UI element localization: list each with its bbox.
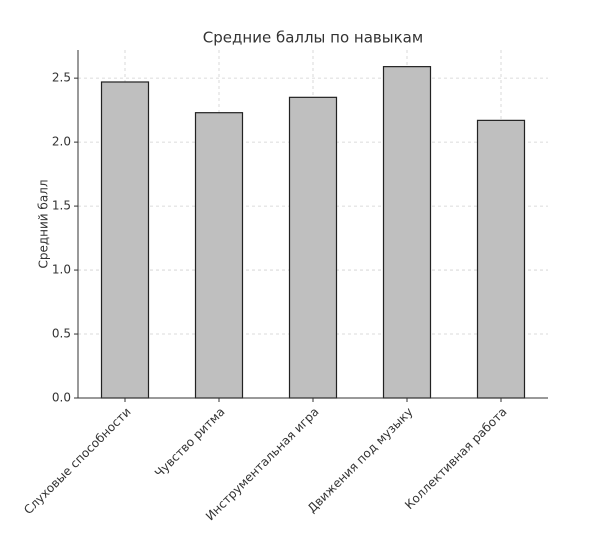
bar <box>100 81 150 399</box>
bar <box>382 66 432 399</box>
y-tick-label: 1.0 <box>52 263 71 277</box>
bar <box>194 112 244 399</box>
x-tick-label: Чувство ритма <box>152 405 228 481</box>
x-tick-label: Слуховые способности <box>21 405 133 517</box>
y-tick-label: 1.5 <box>52 199 71 213</box>
y-tick-label: 2.0 <box>52 135 71 149</box>
bar <box>288 96 338 399</box>
y-tick-label: 2.5 <box>52 71 71 85</box>
y-tick-label: 0.0 <box>52 391 71 405</box>
y-tick-label: 0.5 <box>52 327 71 341</box>
chart-title: Средние баллы по навыкам <box>203 29 423 47</box>
y-axis-label: Средний балл <box>37 179 51 268</box>
x-tick-label: Коллективная работа <box>402 405 509 512</box>
bar <box>476 119 526 399</box>
x-tick-label: Движения под музыку <box>305 405 416 516</box>
